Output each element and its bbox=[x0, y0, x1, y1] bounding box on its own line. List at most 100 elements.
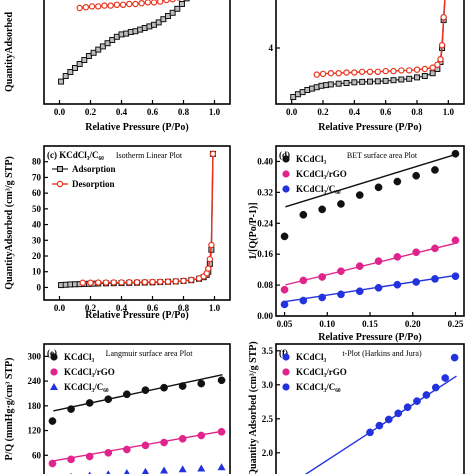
data-point bbox=[62, 73, 69, 79]
legend-marker bbox=[282, 185, 290, 193]
data-point bbox=[106, 470, 111, 474]
data-point bbox=[157, 278, 164, 285]
y-tick-label: 0.00 bbox=[257, 311, 273, 321]
legend-label: KCdCl₃/rGO bbox=[64, 367, 115, 377]
data-point bbox=[451, 272, 460, 281]
legend-marker bbox=[50, 368, 58, 376]
data-point bbox=[337, 290, 345, 299]
data-point bbox=[144, 0, 152, 6]
data-point bbox=[441, 374, 450, 382]
series-KCdCl₃/rGO bbox=[48, 427, 226, 468]
data-point bbox=[118, 279, 125, 286]
data-point bbox=[67, 405, 75, 413]
y-tick-label: 240 bbox=[28, 376, 42, 386]
data-point bbox=[183, 0, 190, 2]
y-tick-label: 70 bbox=[32, 172, 42, 182]
x-tick-label: 0.25 bbox=[448, 319, 464, 329]
x-tick-label: 1.0 bbox=[209, 303, 221, 313]
legend-marker bbox=[50, 353, 58, 361]
legend-label: KCdCl₃/C₆₀ bbox=[64, 382, 109, 392]
x-tick-label: 1.0 bbox=[209, 107, 221, 117]
data-point bbox=[318, 273, 326, 281]
y-tick-label: 120 bbox=[28, 426, 42, 436]
data-point bbox=[164, 278, 172, 285]
data-point bbox=[87, 279, 94, 286]
plot-area bbox=[48, 374, 226, 474]
series-KCdCl₃/C₆₀ bbox=[280, 272, 460, 309]
data-point bbox=[107, 2, 114, 9]
data-point bbox=[67, 455, 75, 464]
data-point bbox=[180, 277, 187, 285]
data-point bbox=[110, 279, 117, 286]
legend-label: KCdCl₃ bbox=[64, 352, 95, 362]
data-point bbox=[119, 1, 127, 8]
x-tick-label: 0.15 bbox=[362, 319, 378, 329]
x-tick-label: 1.0 bbox=[443, 107, 455, 117]
legend-label: KCdCl₃/C₆₀ bbox=[296, 184, 341, 194]
data-point bbox=[337, 267, 345, 276]
legend: KCdCl₃ KCdCl₃/rGO KCdCl₃/C₆₀ bbox=[282, 352, 347, 392]
data-point bbox=[197, 431, 206, 440]
y-tick-label: 0.08 bbox=[257, 280, 273, 290]
data-point bbox=[141, 467, 150, 474]
legend-marker bbox=[56, 180, 64, 188]
x-tick-label: 0.4 bbox=[349, 107, 361, 117]
legend-label: KCdCl₃/C₆₀ bbox=[296, 382, 341, 392]
legend-marker bbox=[282, 155, 290, 163]
plot-area bbox=[58, 150, 217, 289]
legend-label: KCdCl₃ bbox=[296, 352, 327, 362]
fit-line bbox=[285, 242, 457, 286]
x-axis-label: Relative Pressure (P/Po) bbox=[318, 332, 422, 343]
x-tick-label: 0.05 bbox=[277, 319, 293, 329]
legend-label: KCdCl₃/rGO bbox=[296, 169, 347, 179]
data-point bbox=[280, 300, 289, 309]
series-KCdCl₃/rGO bbox=[280, 236, 460, 294]
data-point bbox=[406, 75, 413, 82]
data-point bbox=[172, 278, 179, 285]
x-tick-label: 0.8 bbox=[178, 107, 190, 117]
data-point bbox=[366, 428, 374, 437]
y-axis-label: 1/[Q(Po/P-1)] bbox=[248, 202, 259, 259]
series-Desorption bbox=[79, 150, 217, 286]
data-point bbox=[169, 9, 176, 16]
chart-title: BET surface area Plot bbox=[347, 151, 418, 160]
data-point bbox=[451, 149, 460, 158]
panel-label: (c) KCdCl₃/C₆₀ bbox=[47, 150, 104, 160]
panel-label: (d) bbox=[279, 150, 290, 160]
data-point bbox=[48, 417, 57, 425]
data-point bbox=[205, 265, 212, 272]
y-tick-label: 30 bbox=[32, 235, 42, 245]
x-tick-label: 0.0 bbox=[54, 303, 66, 313]
data-point bbox=[209, 150, 217, 158]
data-point bbox=[375, 421, 384, 430]
y-tick-label: 10 bbox=[32, 267, 42, 277]
data-point bbox=[178, 465, 187, 473]
x-axis-label: Relative Pressure (P/Po) bbox=[85, 310, 189, 321]
panel-label: (e) bbox=[47, 348, 57, 358]
data-point bbox=[95, 3, 102, 10]
legend-label: Desorption bbox=[72, 179, 115, 189]
data-point bbox=[101, 2, 108, 9]
plot-frame bbox=[275, 343, 465, 474]
data-point bbox=[335, 69, 342, 77]
data-point bbox=[132, 0, 139, 8]
data-point bbox=[88, 3, 96, 10]
x-tick-label: 0.6 bbox=[147, 303, 159, 313]
data-point bbox=[393, 280, 402, 289]
x-tick-label: 0.2 bbox=[317, 107, 329, 117]
data-point bbox=[355, 262, 364, 271]
data-point bbox=[337, 200, 345, 208]
data-point bbox=[104, 448, 113, 457]
data-point bbox=[104, 395, 113, 404]
data-point bbox=[160, 466, 169, 474]
series-KCdCl₃ bbox=[48, 374, 226, 425]
data-point bbox=[188, 276, 195, 284]
series-line bbox=[316, 0, 446, 76]
data-point bbox=[178, 382, 187, 390]
x-tick-label: 0.2 bbox=[85, 303, 97, 313]
data-point bbox=[165, 13, 171, 19]
data-point bbox=[431, 244, 439, 253]
data-point bbox=[76, 4, 83, 12]
data-point bbox=[95, 279, 102, 286]
